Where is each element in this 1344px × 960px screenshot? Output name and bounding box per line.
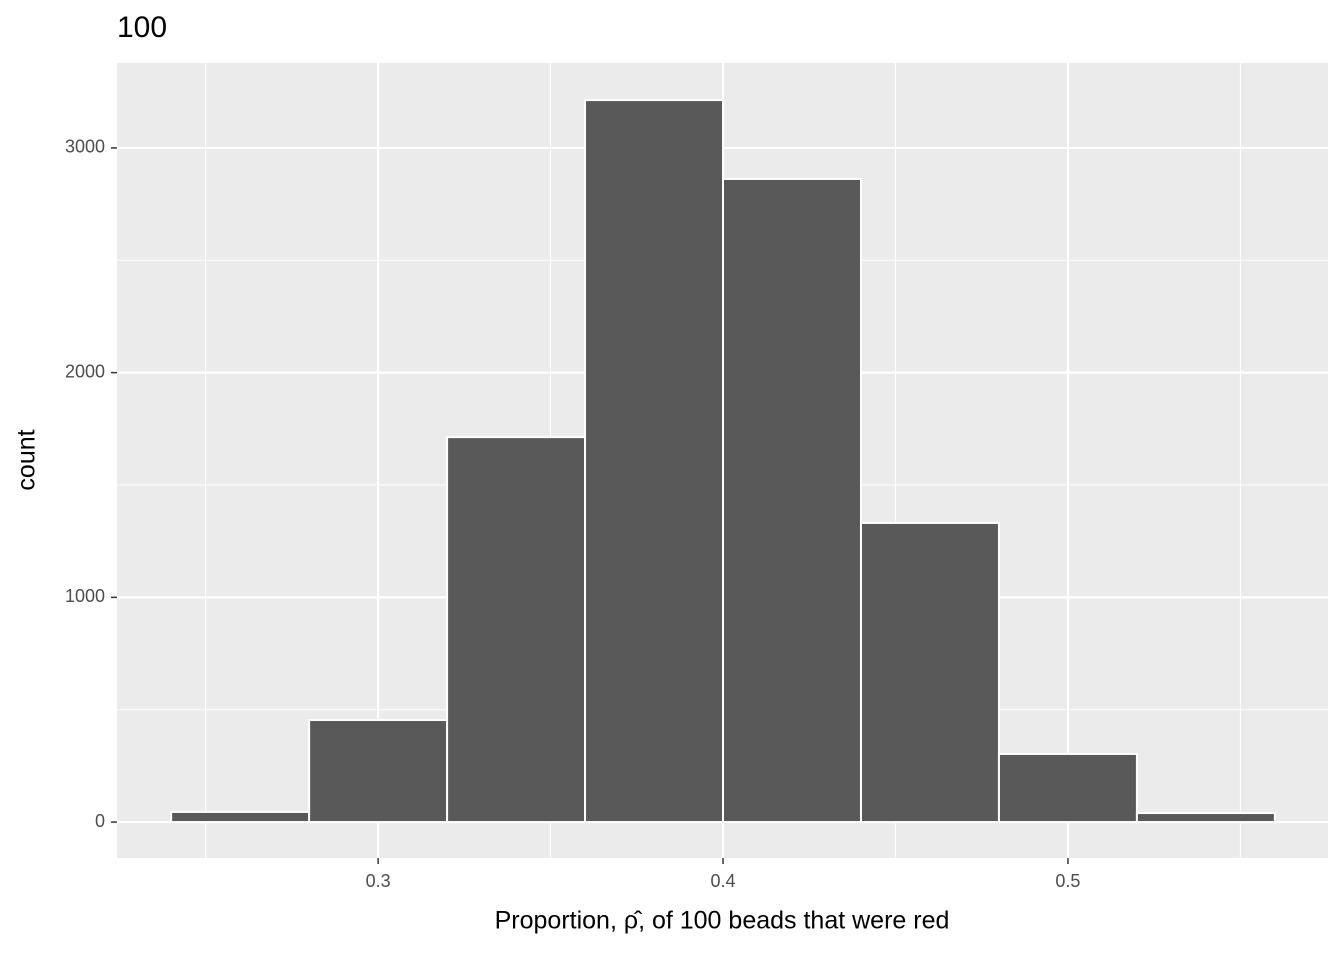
y-tick-label: 3000 [65,137,105,157]
bar [997,752,1138,824]
bar [1135,812,1276,824]
y-tick-label: 2000 [65,361,105,381]
bar [308,719,449,824]
x-tick-label: 0.4 [711,871,736,891]
y-tick-label: 1000 [65,586,105,606]
chart-title: 100 [117,11,167,44]
y-axis-title: count [13,429,41,490]
bar [170,810,311,824]
bar [859,521,1000,824]
y-tick-label: 0 [95,811,105,831]
bar [722,177,862,824]
bar [446,436,587,824]
x-axis-title: Proportion, ρ̂, of 100 beads that were r… [495,907,950,935]
bar [584,99,725,824]
x-tick-label: 0.5 [1055,871,1080,891]
x-tick-label: 0.3 [366,871,391,891]
